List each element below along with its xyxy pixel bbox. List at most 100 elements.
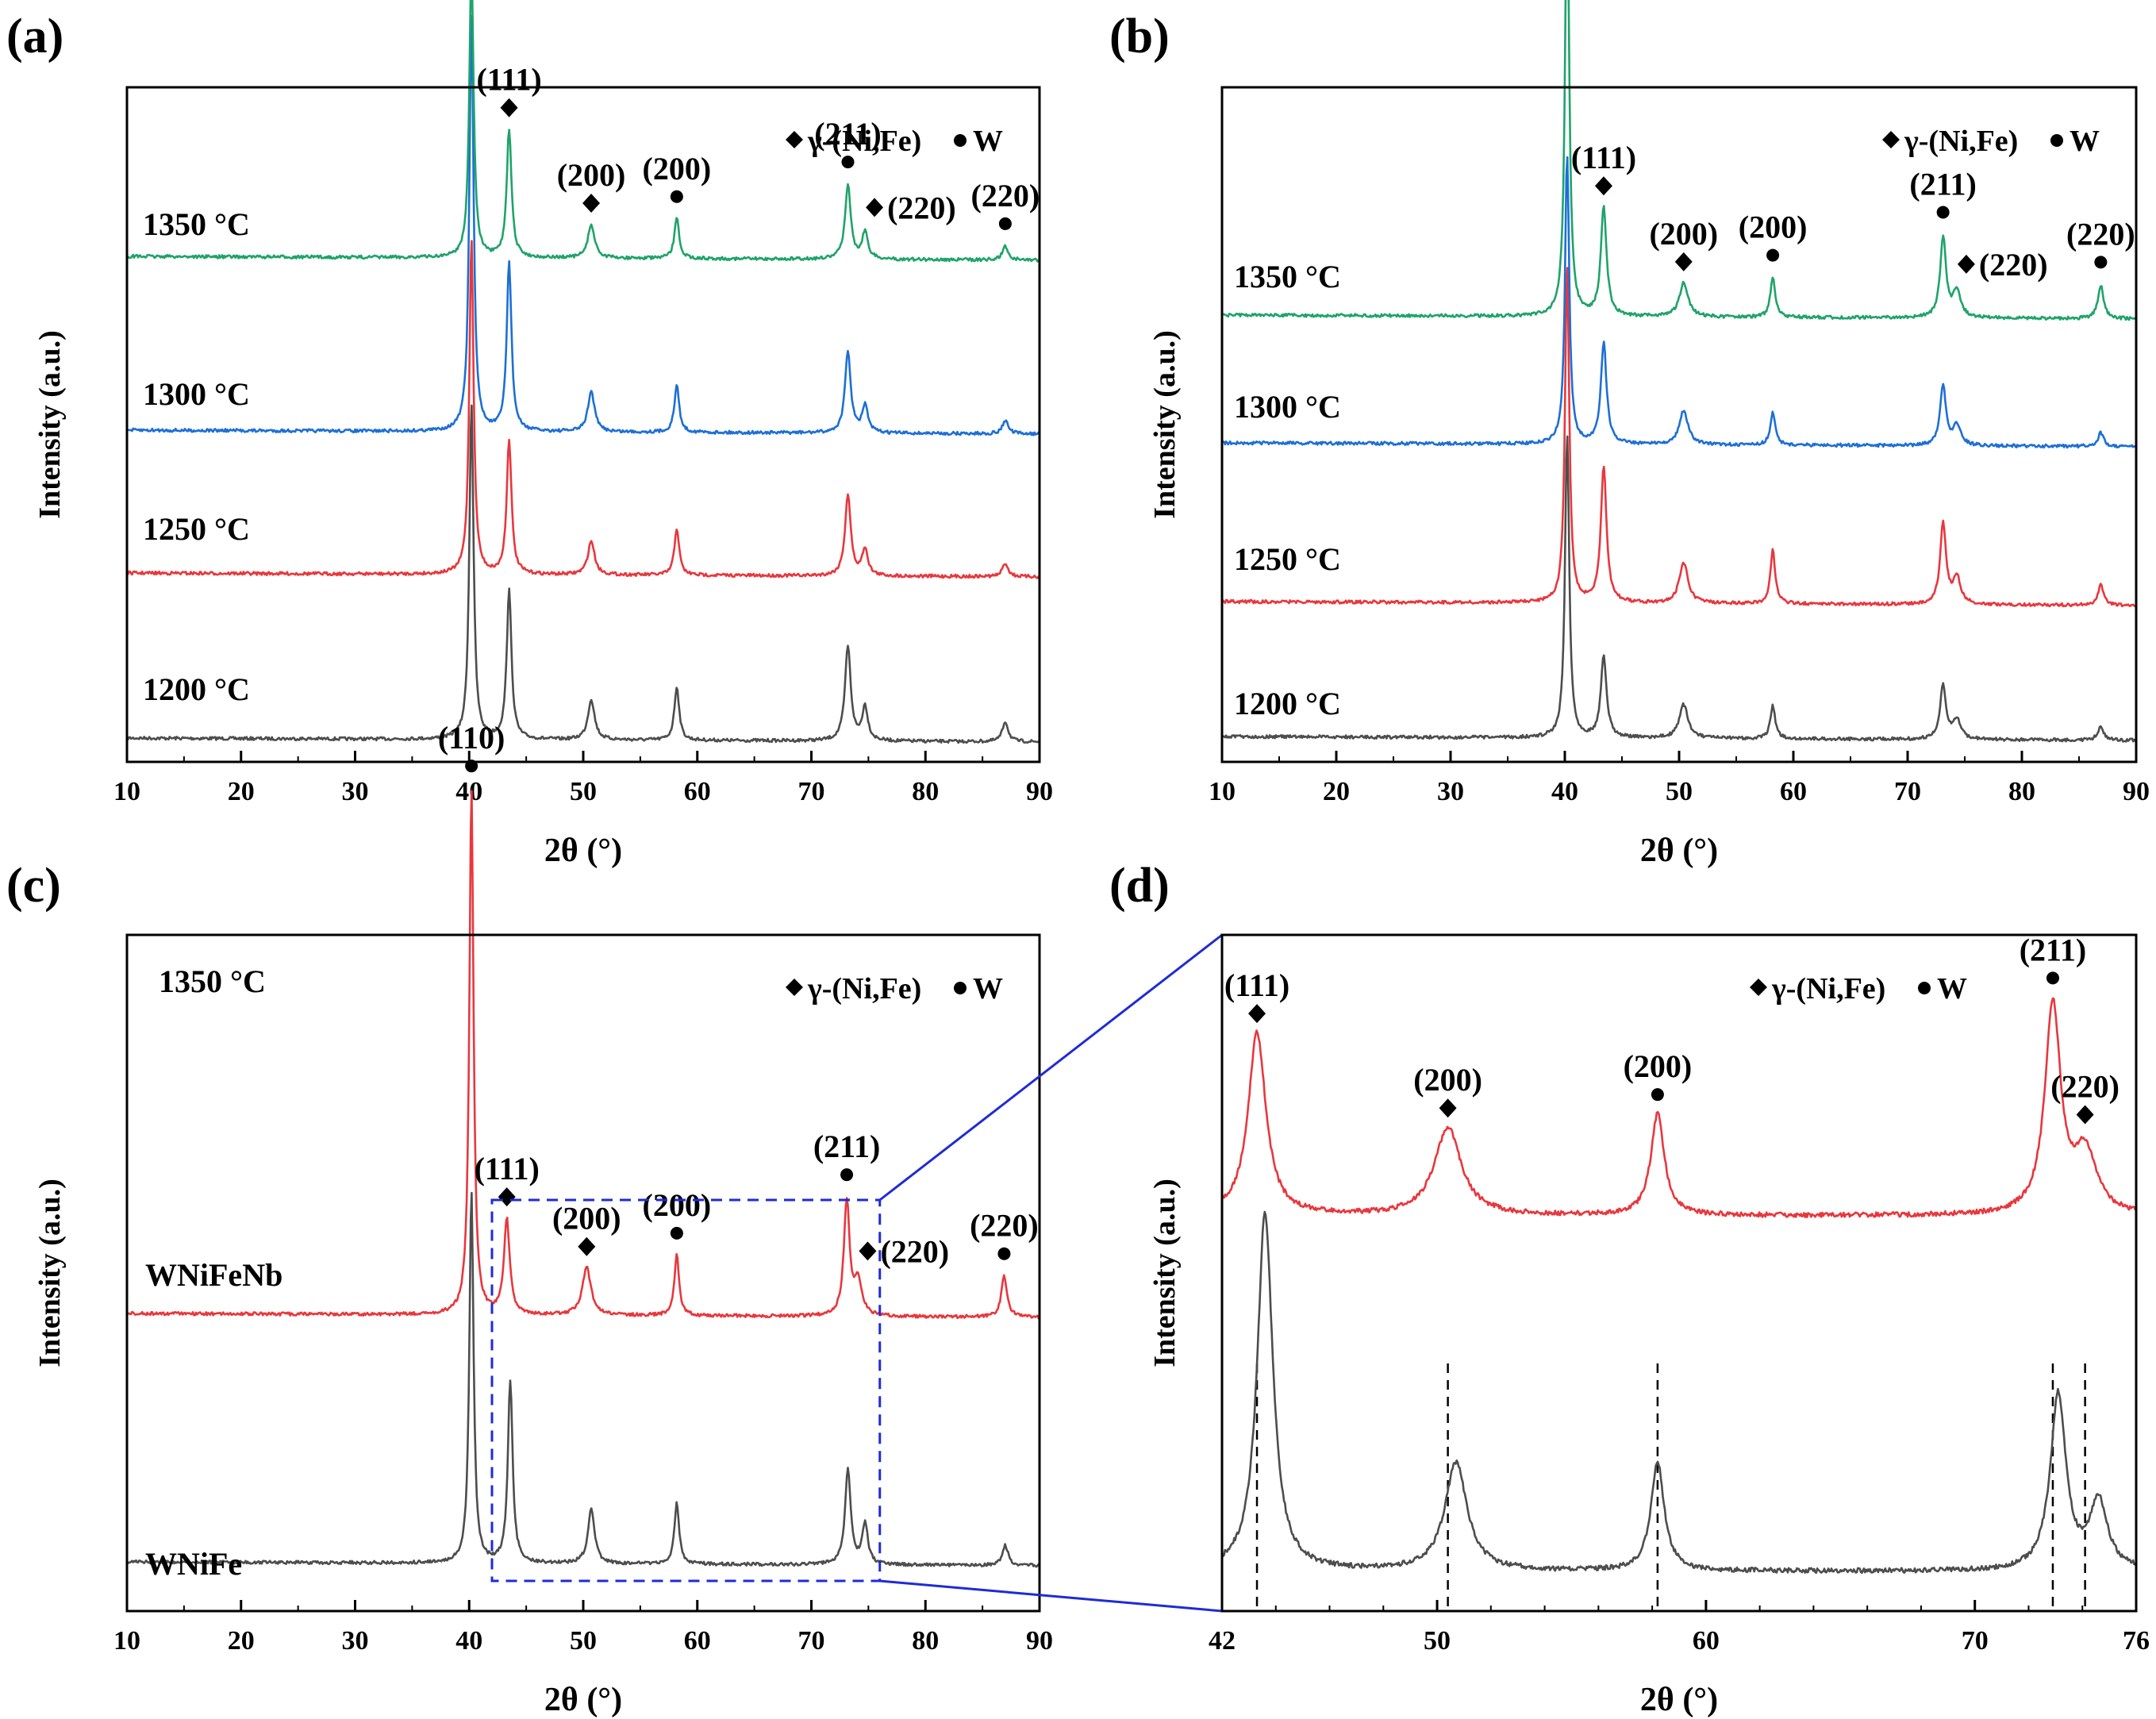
peak-marker-diamond-icon <box>498 1187 516 1207</box>
series-line <box>126 0 1041 263</box>
x-axis-title: 2θ (°) <box>1640 1682 1718 1718</box>
peak-marker-circle-icon <box>1766 248 1780 262</box>
peak-marker-circle-icon <box>998 217 1012 230</box>
peak-label: (220) <box>1979 247 2048 283</box>
series-line <box>125 240 1041 579</box>
y-axis-title: Intensity (a.u.) <box>33 330 67 519</box>
x-tick-label: 10 <box>113 777 140 806</box>
series-line <box>1221 435 2138 743</box>
x-tick-label: 90 <box>2123 777 2150 806</box>
peak-label: (111) <box>475 1151 540 1186</box>
series-line <box>1220 997 2138 1218</box>
x-tick-label: 40 <box>455 1626 482 1656</box>
peak-label: (220) <box>971 178 1040 213</box>
peak-marker-circle-icon <box>1936 206 1950 219</box>
peak-marker-diamond-icon <box>500 98 518 117</box>
x-tick-label: 50 <box>1666 777 1693 806</box>
series-label: 1200 °C <box>1234 686 1341 721</box>
peak-label: (200) <box>1624 1048 1693 1084</box>
peak-marker-diamond-icon <box>866 198 884 217</box>
peak-label: (220) <box>2066 216 2135 252</box>
peak-label: (220) <box>970 1208 1039 1244</box>
legend-diamond-icon <box>1882 131 1900 148</box>
peak-marker-diamond-icon <box>1957 254 1975 274</box>
legend-diamond-icon <box>786 131 803 148</box>
peak-label: (111) <box>476 62 541 98</box>
x-tick-label: 50 <box>1424 1626 1451 1656</box>
x-axis-title: 2θ (°) <box>544 1682 622 1718</box>
x-tick-label: 10 <box>113 1626 140 1656</box>
peak-label: (211) <box>2020 932 2086 967</box>
y-axis-title: Intensity (a.u.) <box>33 1179 67 1367</box>
series-line <box>1221 0 2138 321</box>
legend-circle-icon <box>1918 982 1931 994</box>
chart-panel-3: (c) WNiFe WNiFeNb 10 20 30 40 50 60 70 80 90 2θ (°) I… <box>6 720 1223 1718</box>
peak-label: (220) <box>887 190 956 225</box>
x-tick-label: 70 <box>1962 1626 1989 1656</box>
series-label: 1300 °C <box>143 376 250 412</box>
peak-marker-diamond-icon <box>1674 252 1693 271</box>
y-axis-title: Intensity (a.u.) <box>1148 330 1182 519</box>
peak-label: (200) <box>643 151 712 187</box>
legend-gamma: γ-(Ni,Fe) <box>807 972 921 1006</box>
series-label: WNiFe <box>145 1546 242 1582</box>
peak-marker-circle-icon <box>465 760 478 773</box>
series-label: 1250 °C <box>1234 541 1341 577</box>
x-tick-label: 30 <box>1437 777 1464 806</box>
panel-letter: (b) <box>1109 10 1170 63</box>
x-tick-label: 30 <box>342 777 369 806</box>
peak-marker-diamond-icon <box>859 1241 877 1261</box>
peak-marker-circle-icon <box>670 1226 683 1240</box>
peak-label: (110) <box>438 720 505 756</box>
legend-w: W <box>973 972 1003 1006</box>
series-label: 1350 °C <box>143 206 250 242</box>
peak-marker-circle-icon <box>2094 256 2108 269</box>
zoom-box <box>490 1198 882 1582</box>
legend-gamma: γ-(Ni,Fe) <box>807 125 921 158</box>
x-tick-label: 90 <box>1026 1626 1053 1656</box>
peak-label: (211) <box>813 1129 880 1164</box>
legend-circle-icon <box>954 134 967 147</box>
x-tick-label: 60 <box>684 1626 711 1656</box>
x-tick-label: 10 <box>1209 777 1236 806</box>
legend-circle-icon <box>954 982 967 994</box>
x-tick-label: 50 <box>570 777 597 806</box>
series-line <box>126 1191 1040 1568</box>
x-tick-label: 60 <box>1693 1626 1720 1656</box>
x-tick-label: 80 <box>2008 777 2035 806</box>
x-tick-label: 80 <box>912 777 939 806</box>
panel-letter: (d) <box>1109 859 1170 913</box>
x-tick-label: 42 <box>1209 1626 1236 1656</box>
peak-label: (200) <box>1739 210 1808 245</box>
peak-label: (220) <box>2050 1068 2119 1104</box>
series-line <box>1220 1210 2138 1575</box>
x-axis-title: 2θ (°) <box>544 833 622 869</box>
chart-panel-1: (a) 1200 °C 1250 °C 1300 °C 1350 °C 10 20 30 40 5… <box>6 0 1053 869</box>
peak-label: (200) <box>643 1187 712 1223</box>
series-line <box>125 404 1040 744</box>
peak-marker-circle-icon <box>1651 1088 1664 1102</box>
legend-diamond-icon <box>786 979 803 996</box>
x-tick-label: 20 <box>1323 777 1350 806</box>
peak-label: (200) <box>1413 1062 1482 1098</box>
legend-w: W <box>973 125 1003 158</box>
panel-title: 1350 °C <box>159 963 266 999</box>
peak-label: (200) <box>557 157 626 193</box>
peak-marker-diamond-icon <box>1594 176 1612 196</box>
peak-label: (111) <box>1224 967 1289 1003</box>
x-tick-label: 40 <box>455 777 482 806</box>
series-label: WNiFeNb <box>145 1257 282 1293</box>
peak-label: (220) <box>880 1233 949 1269</box>
peak-marker-circle-icon <box>841 156 855 169</box>
series-label: 1350 °C <box>1234 259 1341 294</box>
chart-panel-4: (d) 42 50 60 70 76 2θ (°) Intensity (a.u.) γ-(Ni… <box>1109 859 2150 1718</box>
peak-marker-diamond-icon <box>582 194 601 213</box>
peak-marker-diamond-icon <box>578 1236 596 1256</box>
x-tick-label: 60 <box>684 777 711 806</box>
x-tick-label: 70 <box>798 1626 825 1656</box>
x-tick-label: 90 <box>1026 777 1053 806</box>
zoom-connector <box>878 933 1223 1202</box>
series-label: 1250 °C <box>143 511 250 547</box>
x-tick-label: 80 <box>912 1626 939 1656</box>
